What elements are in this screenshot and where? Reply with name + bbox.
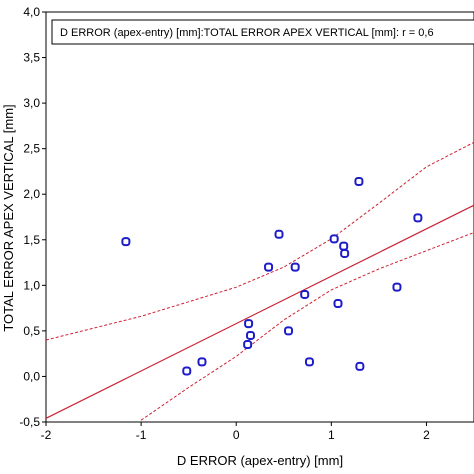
x-tick-label: -1	[136, 428, 147, 442]
data-point	[304, 357, 314, 367]
data-point	[355, 361, 365, 371]
data-point	[197, 357, 207, 367]
data-point	[339, 241, 349, 251]
data-point	[264, 262, 274, 272]
y-tick-label: -0,5	[19, 415, 40, 429]
data-point	[182, 366, 192, 376]
y-tick-label: 3,5	[23, 51, 40, 65]
x-tick-label: 2	[423, 428, 430, 442]
data-point	[392, 282, 402, 292]
data-point	[340, 248, 350, 258]
regression-line	[46, 204, 474, 419]
confidence-band-lower	[140, 232, 474, 421]
axis-ticks: -0,5 0,0 0,5 1,0 1,5 2,0 2,5 3,0 3,5 4,0 -2 -1 0 1 2	[19, 5, 430, 442]
legend-text: D ERROR (apex-entry) [mm]:TOTAL ERROR AP…	[60, 27, 434, 39]
data-point	[329, 234, 339, 244]
data-point	[413, 213, 423, 223]
data-point	[121, 237, 131, 247]
x-tick-label: -2	[41, 428, 52, 442]
y-tick-label: 3,0	[23, 96, 40, 110]
data-point	[354, 176, 364, 186]
plot-content	[46, 141, 474, 421]
data-point	[284, 326, 294, 336]
x-tick-label: 1	[328, 428, 335, 442]
y-tick-label: 0,5	[23, 324, 40, 338]
y-tick-label: 0,0	[23, 369, 40, 383]
x-axis-label: D ERROR (apex-entry) [mm]	[177, 453, 343, 468]
y-tick-label: 1,5	[23, 233, 40, 247]
y-tick-label: 1,0	[23, 278, 40, 292]
y-axis-label: TOTAL ERROR APEX VERTICAL [mm]	[1, 104, 16, 331]
data-point	[244, 319, 254, 329]
y-tick-label: 4,0	[23, 5, 40, 19]
x-tick-label: 0	[233, 428, 240, 442]
legend-box: D ERROR (apex-entry) [mm]:TOTAL ERROR AP…	[51, 19, 474, 45]
data-point	[300, 289, 310, 299]
confidence-band-upper	[46, 141, 474, 341]
y-tick-label: 2,5	[23, 142, 40, 156]
y-tick-label: 2,0	[23, 187, 40, 201]
plot-area	[45, 11, 474, 423]
data-point	[274, 229, 284, 239]
data-point	[333, 299, 343, 309]
data-point	[290, 262, 300, 272]
data-point	[243, 340, 253, 350]
data-point	[245, 330, 255, 340]
